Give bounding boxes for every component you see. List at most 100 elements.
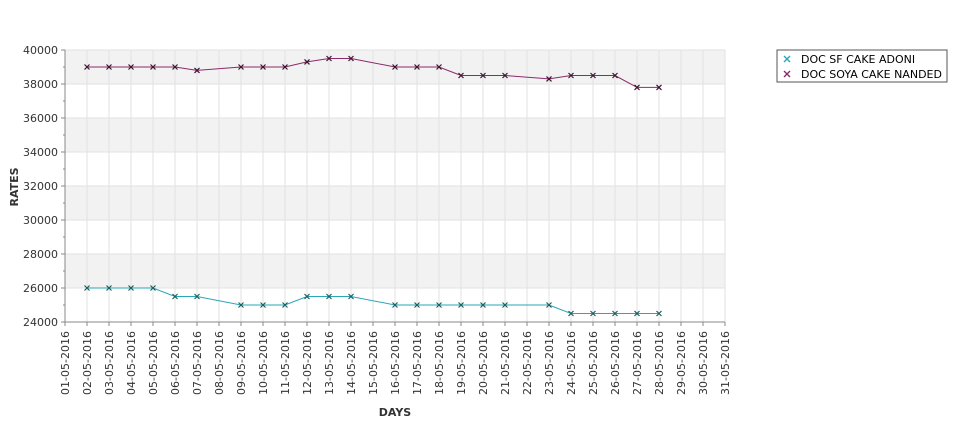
x-tick-label: 04-05-2016 xyxy=(125,331,138,395)
data-point xyxy=(502,72,508,79)
data-point xyxy=(150,285,156,291)
data-point xyxy=(546,302,552,308)
data-point xyxy=(238,302,244,308)
x-tick-label: 28-05-2016 xyxy=(653,331,666,395)
data-point xyxy=(634,84,640,91)
data-point xyxy=(458,302,464,308)
data-point xyxy=(414,64,420,70)
legend: DOC SF CAKE ADONI DOC SOYA CAKE NANDED xyxy=(776,49,948,83)
data-point xyxy=(414,302,420,308)
x-tick-label: 26-05-2016 xyxy=(609,331,622,395)
legend-marker xyxy=(783,70,791,78)
data-point xyxy=(326,293,332,300)
legend-label: DOC SF CAKE ADONI xyxy=(801,53,915,66)
x-tick-label: 22-05-2016 xyxy=(521,331,534,395)
x-tick-label: 05-05-2016 xyxy=(147,331,160,395)
data-point xyxy=(656,84,662,91)
x-tick-label: 10-05-2016 xyxy=(257,331,270,395)
y-tick-label: 24000 xyxy=(23,316,58,329)
data-point xyxy=(568,72,574,79)
series-line xyxy=(87,58,659,88)
data-point xyxy=(172,64,178,70)
data-point xyxy=(84,285,90,291)
x-tick-label: 17-05-2016 xyxy=(411,331,424,395)
x-tick-label: 13-05-2016 xyxy=(323,331,336,395)
y-axis-ticks: 24000 26000 28000 30000 32000 34000 36000 38000… xyxy=(23,44,65,329)
data-point xyxy=(84,64,90,70)
y-tick-label: 32000 xyxy=(23,180,58,193)
x-tick-label: 20-05-2016 xyxy=(477,331,490,395)
data-point xyxy=(612,310,618,317)
data-point xyxy=(348,293,354,300)
x-axis-ticks: 01-05-2016 02-05-2016 03-05-2016 04-05-2016… xyxy=(59,322,732,395)
x-tick-label: 01-05-2016 xyxy=(59,331,72,395)
data-point xyxy=(502,302,508,308)
y-tick-label: 36000 xyxy=(23,112,58,125)
data-point xyxy=(392,302,398,308)
data-point xyxy=(480,72,486,79)
x-tick-label: 29-05-2016 xyxy=(675,331,688,395)
data-point xyxy=(590,72,596,79)
x-tick-label: 24-05-2016 xyxy=(565,331,578,395)
data-point xyxy=(128,285,134,291)
data-point xyxy=(282,64,288,70)
data-point xyxy=(304,293,310,300)
data-point xyxy=(392,64,398,70)
x-tick-label: 27-05-2016 xyxy=(631,331,644,395)
x-tick-label: 02-05-2016 xyxy=(81,331,94,395)
legend-box xyxy=(776,49,948,83)
y-axis-title: RATES xyxy=(8,167,21,206)
legend-label: DOC SOYA CAKE NANDED xyxy=(801,68,942,81)
data-point xyxy=(282,302,288,308)
x-tick-label: 08-05-2016 xyxy=(213,331,226,395)
data-point xyxy=(590,310,596,317)
x-tick-label: 16-05-2016 xyxy=(389,331,402,395)
x-tick-label: 23-05-2016 xyxy=(543,331,556,395)
x-tick-label: 07-05-2016 xyxy=(191,331,204,395)
y-tick-label: 30000 xyxy=(23,214,58,227)
y-tick-label: 40000 xyxy=(23,44,58,57)
data-point xyxy=(436,64,442,70)
y-tick-label: 34000 xyxy=(23,146,58,159)
data-point xyxy=(480,302,486,308)
x-tick-label: 25-05-2016 xyxy=(587,331,600,395)
data-point xyxy=(194,293,200,300)
data-point xyxy=(656,310,662,317)
series-1 xyxy=(84,285,662,317)
data-point xyxy=(348,55,354,62)
data-point xyxy=(260,64,266,70)
x-tick-label: 19-05-2016 xyxy=(455,331,468,395)
series-layer xyxy=(84,55,662,317)
series-2 xyxy=(84,55,662,91)
series-line xyxy=(87,287,659,314)
y-tick-label: 28000 xyxy=(23,248,58,261)
x-tick-label: 31-05-2016 xyxy=(719,331,732,395)
data-point xyxy=(436,302,442,308)
legend-marker xyxy=(783,55,791,63)
data-point xyxy=(546,75,552,82)
x-tick-label: 03-05-2016 xyxy=(103,331,116,395)
x-tick-label: 11-05-2016 xyxy=(279,331,292,395)
data-point xyxy=(634,310,640,317)
data-point xyxy=(150,64,156,70)
data-point xyxy=(326,55,332,62)
data-point xyxy=(194,67,200,74)
x-tick-label: 12-05-2016 xyxy=(301,331,314,395)
x-tick-label: 21-05-2016 xyxy=(499,331,512,395)
x-tick-label: 18-05-2016 xyxy=(433,331,446,395)
x-axis-title: DAYS xyxy=(379,406,412,419)
x-tick-label: 06-05-2016 xyxy=(169,331,182,395)
data-point xyxy=(260,302,266,308)
data-point xyxy=(128,64,134,70)
x-tick-label: 14-05-2016 xyxy=(345,331,358,395)
data-point xyxy=(304,58,310,65)
data-point xyxy=(106,64,112,70)
data-point xyxy=(568,310,574,317)
data-point xyxy=(612,72,618,79)
y-tick-label: 26000 xyxy=(23,282,58,295)
data-point xyxy=(106,285,112,291)
x-tick-label: 09-05-2016 xyxy=(235,331,248,395)
data-point xyxy=(238,64,244,70)
